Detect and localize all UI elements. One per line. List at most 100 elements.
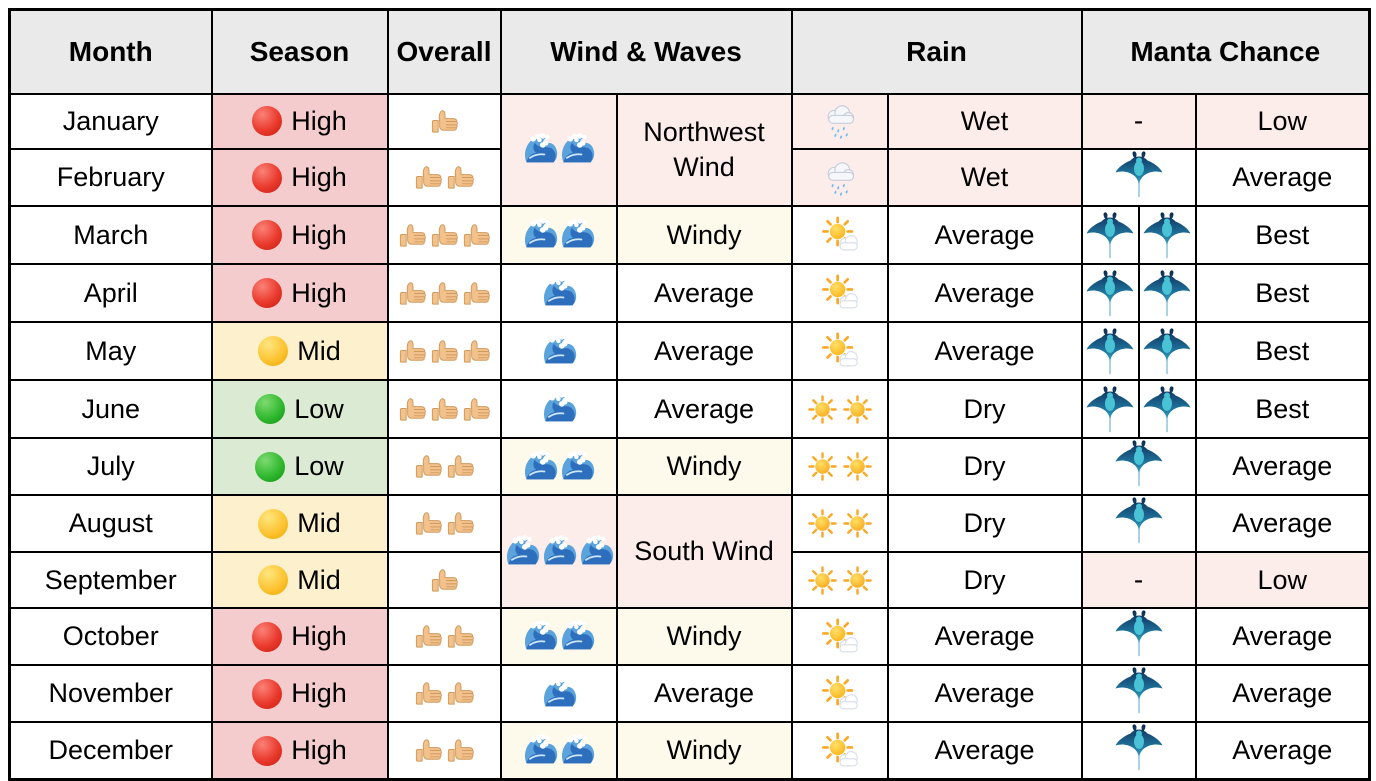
thumbs-up-icon <box>461 394 492 425</box>
red-circle-icon <box>252 621 283 652</box>
red-circle-icon <box>252 278 283 309</box>
month-cell: January <box>8 92 213 151</box>
manta-label-cell: Best <box>1194 321 1371 382</box>
water-wave-icon <box>522 733 558 769</box>
sun-icon <box>842 394 873 425</box>
manta-ray-icon <box>1114 667 1164 714</box>
season-cell: High <box>210 263 389 324</box>
month-cell: June <box>8 379 213 440</box>
manta-label-cell: Average <box>1194 664 1371 724</box>
thumbs-up-icon <box>445 451 476 482</box>
manta-ray-icon <box>1085 269 1135 317</box>
month-cell: September <box>8 551 213 610</box>
rain-label-cell: Wet <box>886 92 1083 151</box>
manta-icon-cell <box>1080 263 1197 324</box>
rain-label-cell: Dry <box>886 551 1083 610</box>
wind-waves-label-cell: South Wind <box>615 494 793 610</box>
season-label: Low <box>294 451 344 482</box>
overall-cell <box>386 664 502 724</box>
season-cell: Low <box>210 379 389 440</box>
month-cell: August <box>8 494 213 554</box>
thumbs-up-icon <box>429 106 460 137</box>
overall-cell <box>386 321 502 382</box>
wind-waves-icon-cell <box>499 379 618 440</box>
thumbs-up-icon <box>413 162 444 193</box>
table-row: November High Average Average Average <box>8 664 1371 724</box>
rain-label-cell: Average <box>886 721 1083 781</box>
overall-cell <box>386 437 502 497</box>
manta-sub-cell <box>1084 208 1138 262</box>
season-cell: Low <box>210 437 389 497</box>
manta-sub-cell <box>1084 324 1138 378</box>
sun-icon <box>807 508 838 539</box>
table-row: September Mid Dry - Low <box>8 551 1371 610</box>
rain-icon-cell <box>790 551 889 610</box>
rain-icon-cell <box>790 263 889 324</box>
wind-waves-label-cell: Average <box>615 379 793 440</box>
red-circle-icon <box>252 162 283 193</box>
season-label: High <box>291 219 347 250</box>
manta-sub-cell <box>1137 324 1194 379</box>
manta-icon-cell <box>1080 721 1197 781</box>
water-wave-icon <box>522 132 558 168</box>
rain-label-cell: Dry <box>886 437 1083 497</box>
manta-icon-cell <box>1080 437 1197 497</box>
month-cell: May <box>8 321 213 382</box>
rain-icon-cell <box>790 92 889 151</box>
rain-icon-cell <box>790 664 889 724</box>
season-label: High <box>291 105 347 136</box>
rain-icon-cell <box>790 321 889 382</box>
season-cell: High <box>210 205 389 266</box>
thumbs-up-icon <box>413 735 444 766</box>
rain-label-cell: Average <box>886 205 1083 266</box>
water-wave-icon <box>541 534 577 570</box>
manta-sub-cell <box>1084 382 1138 436</box>
overall-cell <box>386 494 502 554</box>
water-wave-icon <box>559 449 595 485</box>
manta-ray-icon <box>1142 327 1192 375</box>
rain-label-cell: Average <box>886 321 1083 382</box>
manta-sub-cell <box>1084 266 1138 320</box>
sun-behind-cloud-icon <box>821 332 859 370</box>
month-cell: March <box>8 205 213 266</box>
thumbs-up-icon <box>397 394 428 425</box>
wind-waves-icon-cell <box>499 321 618 382</box>
thumbs-up-icon <box>461 336 492 367</box>
season-label: Mid <box>297 508 341 539</box>
table-row: July Low Windy Dry Average <box>8 437 1371 497</box>
thumbs-up-icon <box>429 336 460 367</box>
water-wave-icon <box>559 619 595 655</box>
thumbs-up-icon <box>461 278 492 309</box>
rain-cloud-icon <box>822 160 858 196</box>
manta-label-cell: Average <box>1194 721 1371 781</box>
rain-icon-cell <box>790 607 889 667</box>
manta-sub-cell <box>1137 208 1194 263</box>
manta-ray-icon <box>1114 497 1164 544</box>
thumbs-up-icon <box>429 220 460 251</box>
header-manta-chance: Manta Chance <box>1080 8 1371 95</box>
manta-label-cell: Best <box>1194 379 1371 440</box>
manta-ray-icon <box>1114 151 1164 198</box>
wind-waves-label-cell: Average <box>615 664 793 724</box>
season-cell: High <box>210 664 389 724</box>
manta-label-cell: Best <box>1194 263 1371 324</box>
water-wave-icon <box>578 534 614 570</box>
wind-waves-label-cell: Average <box>615 263 793 324</box>
water-wave-icon <box>541 333 577 369</box>
table-row: October High Windy Average Average <box>8 607 1371 667</box>
table-row: December High Windy Average Average <box>8 721 1371 781</box>
water-wave-icon <box>559 217 595 253</box>
season-cell: High <box>210 148 389 208</box>
wind-waves-label-cell: Northwest Wind <box>615 92 793 208</box>
header-season: Season <box>210 8 389 95</box>
manta-ray-icon <box>1142 211 1192 259</box>
wind-waves-label-cell: Windy <box>615 205 793 266</box>
month-cell: July <box>8 437 213 497</box>
manta-icon-cell: - <box>1080 92 1197 151</box>
manta-icon-cell <box>1080 664 1197 724</box>
wind-waves-label-cell: Windy <box>615 721 793 781</box>
rain-icon-cell <box>790 379 889 440</box>
manta-ray-icon <box>1114 610 1164 657</box>
overall-cell <box>386 551 502 610</box>
overall-cell <box>386 148 502 208</box>
